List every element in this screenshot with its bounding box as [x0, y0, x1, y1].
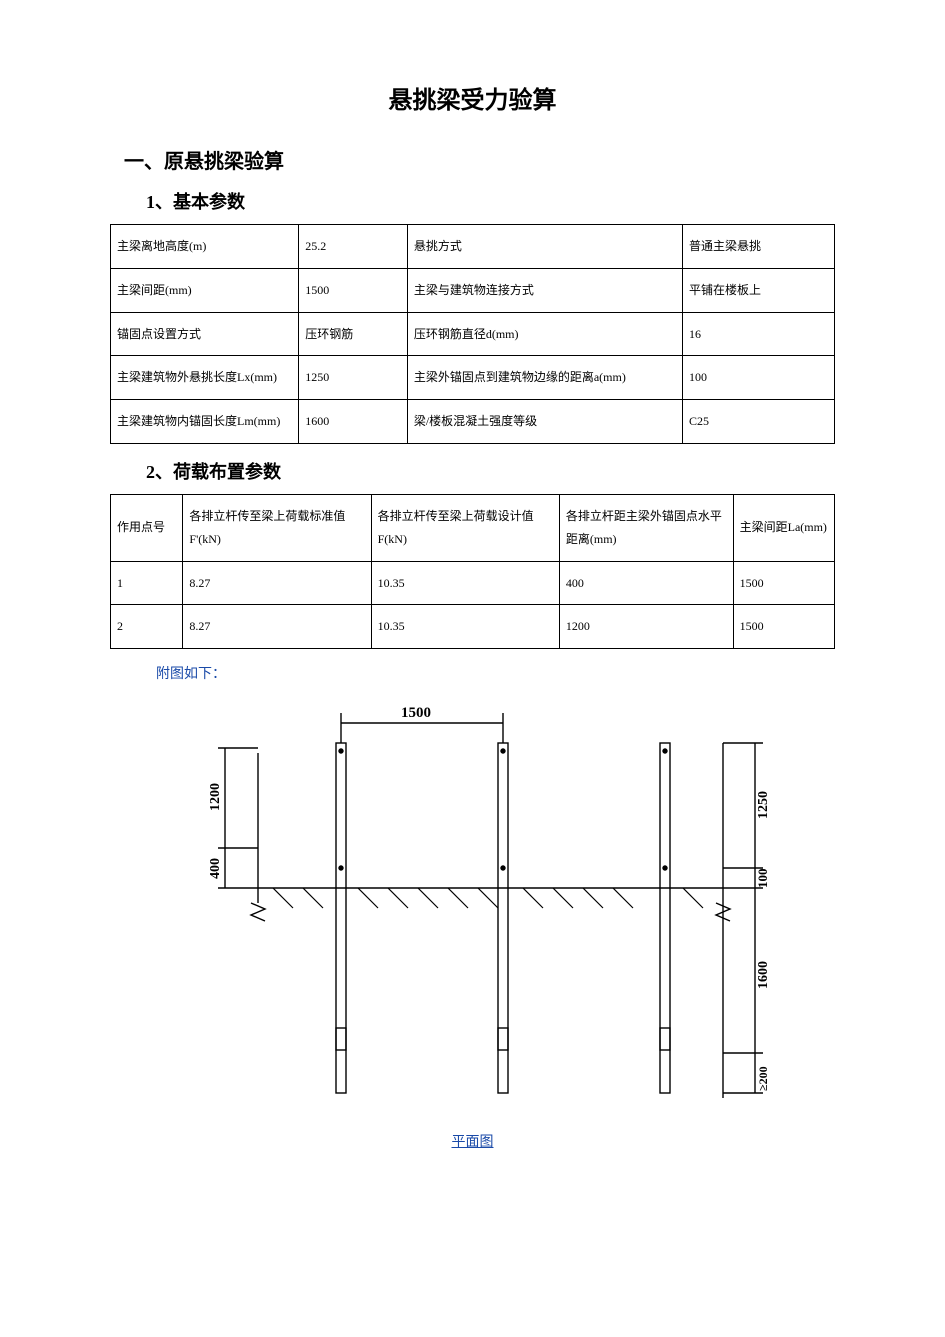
cell: 8.27 [183, 561, 371, 605]
cell: 主梁建筑物外悬挑长度Lx(mm) [111, 356, 299, 400]
cell: 压环钢筋直径d(mm) [407, 312, 682, 356]
dim-right-2: 100 [755, 869, 770, 889]
params-table: 主梁离地高度(m) 25.2 悬挑方式 普通主梁悬挑 主梁间距(mm) 1500… [110, 224, 835, 444]
header-cell: 各排立杆传至梁上荷载设计值F(kN) [371, 494, 559, 561]
table-row: 2 8.27 10.35 1200 1500 [111, 605, 835, 649]
cell: 1 [111, 561, 183, 605]
cell: 400 [559, 561, 733, 605]
cell: 25.2 [299, 225, 408, 269]
table-row: 主梁建筑物外悬挑长度Lx(mm) 1250 主梁外锚固点到建筑物边缘的距离a(m… [111, 356, 835, 400]
header-cell: 主梁间距La(mm) [733, 494, 834, 561]
cell: 主梁外锚固点到建筑物边缘的距离a(mm) [407, 356, 682, 400]
beam-1 [336, 743, 346, 1093]
header-cell: 作用点号 [111, 494, 183, 561]
cell: 平铺在楼板上 [682, 268, 834, 312]
cell: 10.35 [371, 561, 559, 605]
cell: 主梁离地高度(m) [111, 225, 299, 269]
table-row: 锚固点设置方式 压环钢筋 压环钢筋直径d(mm) 16 [111, 312, 835, 356]
table-row: 主梁间距(mm) 1500 主梁与建筑物连接方式 平铺在楼板上 [111, 268, 835, 312]
cell: 压环钢筋 [299, 312, 408, 356]
cell: 1600 [299, 400, 408, 444]
table-row: 主梁离地高度(m) 25.2 悬挑方式 普通主梁悬挑 [111, 225, 835, 269]
dim-left-1: 1200 [208, 783, 223, 811]
cell: 主梁与建筑物连接方式 [407, 268, 682, 312]
dim-left-2: 400 [208, 858, 223, 879]
cell: 主梁建筑物内锚固长度Lm(mm) [111, 400, 299, 444]
cell: 16 [682, 312, 834, 356]
dim-right-3: 1600 [756, 961, 771, 989]
beam-2 [498, 743, 508, 1093]
dim-top: 1500 [401, 705, 431, 721]
cell: 普通主梁悬挑 [682, 225, 834, 269]
sub-2-heading: 2、荷载布置参数 [146, 458, 835, 484]
cell: 梁/楼板混凝土强度等级 [407, 400, 682, 444]
figure-caption: 平面图 [110, 1131, 835, 1151]
table-row: 主梁建筑物内锚固长度Lm(mm) 1600 梁/楼板混凝土强度等级 C25 [111, 400, 835, 444]
dim-right-4: ≥200 [756, 1067, 770, 1092]
cell: 2 [111, 605, 183, 649]
hatch [273, 888, 703, 908]
cell: C25 [682, 400, 834, 444]
header-cell: 各排立杆传至梁上荷载标准值F'(kN) [183, 494, 371, 561]
cell: 悬挑方式 [407, 225, 682, 269]
dim-right-1: 1250 [756, 791, 771, 819]
doc-title: 悬挑梁受力验算 [110, 80, 835, 115]
cell: 1500 [733, 561, 834, 605]
cell: 锚固点设置方式 [111, 312, 299, 356]
table-row: 1 8.27 10.35 400 1500 [111, 561, 835, 605]
plan-diagram: 1500 [163, 693, 783, 1123]
cell: 1200 [559, 605, 733, 649]
header-cell: 各排立杆距主梁外锚固点水平距离(mm) [559, 494, 733, 561]
cell: 1500 [299, 268, 408, 312]
cell: 主梁间距(mm) [111, 268, 299, 312]
beam-3 [660, 743, 670, 1093]
load-table: 作用点号 各排立杆传至梁上荷载标准值F'(kN) 各排立杆传至梁上荷载设计值F(… [110, 494, 835, 649]
section-1-heading: 一、原悬挑梁验算 [124, 145, 835, 174]
cell: 100 [682, 356, 834, 400]
cell: 8.27 [183, 605, 371, 649]
figure-note: 附图如下： [156, 663, 835, 683]
sub-1-heading: 1、基本参数 [146, 188, 835, 214]
table-row: 作用点号 各排立杆传至梁上荷载标准值F'(kN) 各排立杆传至梁上荷载设计值F(… [111, 494, 835, 561]
cell: 1500 [733, 605, 834, 649]
cell: 10.35 [371, 605, 559, 649]
cell: 1250 [299, 356, 408, 400]
